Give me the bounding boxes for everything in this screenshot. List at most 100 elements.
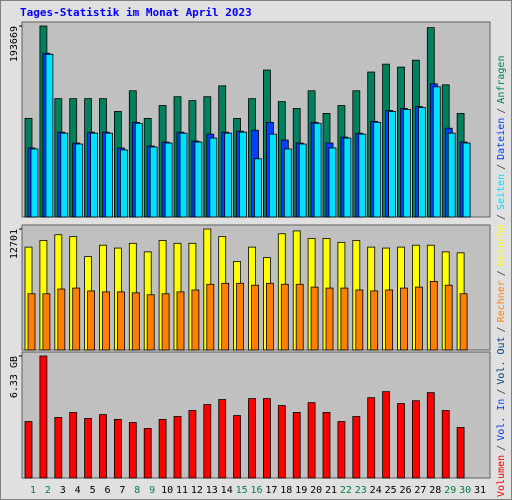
legend-entry: Dateien (496, 118, 507, 160)
legend-entry: Besuche (496, 224, 507, 266)
bar (262, 398, 271, 479)
bar (277, 405, 286, 479)
bar (72, 287, 81, 351)
bar (280, 283, 289, 351)
bar (69, 412, 78, 479)
x-tick-label: 13 (206, 485, 218, 496)
bar (24, 421, 33, 479)
bar (444, 284, 453, 351)
bar (87, 290, 95, 351)
x-tick-label: 16 (250, 485, 262, 496)
legend-separator: / (496, 108, 507, 114)
bar (221, 282, 230, 351)
bar (370, 290, 379, 351)
legend-separator: / (496, 326, 507, 332)
y-tick-label: 6.33 GB (9, 356, 20, 398)
bar (188, 410, 197, 479)
bar (426, 392, 435, 479)
x-tick-label: 31 (474, 485, 486, 496)
bar (143, 428, 152, 479)
bar (114, 419, 122, 479)
x-tick-label: 20 (310, 485, 322, 496)
bar (298, 143, 307, 218)
legend-entry: Volumen (496, 455, 507, 497)
bar (462, 142, 471, 218)
bar (120, 149, 128, 218)
bar (45, 53, 54, 218)
x-tick-label: 27 (414, 485, 426, 496)
bar (397, 403, 405, 479)
x-tick-label: 2 (45, 485, 51, 496)
x-tick-label: 29 (444, 485, 456, 496)
x-tick-label: 7 (119, 485, 125, 496)
x-tick-label: 1 (30, 485, 36, 496)
bar (102, 291, 110, 351)
x-tick-label: 30 (459, 485, 471, 496)
bar (57, 288, 66, 351)
bar (343, 137, 352, 218)
bar (128, 422, 137, 479)
bar (432, 86, 441, 218)
bar (39, 355, 48, 479)
legend-entry: Vol. Out (496, 336, 507, 384)
chart-title: Tages-Statistik im Monat April 2023 (20, 6, 252, 19)
bar (400, 287, 408, 351)
y-tick-label: 12701 (9, 229, 20, 259)
legend-separator: / (496, 389, 507, 395)
bar (251, 284, 259, 351)
bar (411, 400, 420, 479)
bar (224, 132, 233, 218)
x-tick-label: 22 (340, 485, 352, 496)
x-tick-label: 5 (90, 485, 96, 496)
bar (206, 283, 215, 351)
bar (429, 281, 438, 351)
legend-entry: Anfragen (496, 56, 507, 104)
bar (313, 122, 322, 218)
bar (84, 418, 92, 479)
bar (131, 292, 140, 351)
bar (161, 293, 170, 351)
bar (382, 391, 391, 479)
x-tick-label: 28 (429, 485, 441, 496)
legend-separator: / (496, 164, 507, 170)
bar (322, 412, 331, 479)
legend-separator: / (496, 445, 507, 451)
x-tick-label: 15 (236, 485, 248, 496)
bar (355, 289, 364, 351)
bar (54, 417, 63, 479)
bar (60, 132, 69, 218)
bar (352, 416, 361, 479)
bar (239, 131, 248, 218)
bar (340, 287, 349, 351)
bar (414, 286, 423, 351)
bar (30, 148, 39, 218)
legend: Volumen / Vol. In / Vol. Out / Rechner / Besuche… (496, 56, 507, 497)
bar (283, 148, 292, 218)
bar (441, 410, 450, 479)
x-tick-label: 4 (75, 485, 81, 496)
bar (90, 132, 98, 218)
bar (373, 121, 382, 218)
bar (209, 137, 218, 218)
bar (310, 286, 319, 351)
bar (337, 421, 346, 479)
bar (447, 132, 456, 218)
bar (134, 122, 143, 218)
bar (367, 397, 376, 479)
legend-entry: Vol. In (496, 399, 507, 441)
bar (194, 141, 203, 218)
bar (105, 132, 113, 218)
x-tick-label: 23 (355, 485, 367, 496)
bar (456, 427, 465, 479)
bar (254, 158, 262, 218)
x-tick-label: 21 (325, 485, 337, 496)
bar (191, 289, 200, 351)
bar (292, 412, 301, 479)
x-tick-label: 8 (134, 485, 140, 496)
bar (403, 109, 411, 218)
bar (203, 404, 212, 479)
x-tick-label: 14 (221, 485, 233, 496)
bar (42, 293, 51, 351)
